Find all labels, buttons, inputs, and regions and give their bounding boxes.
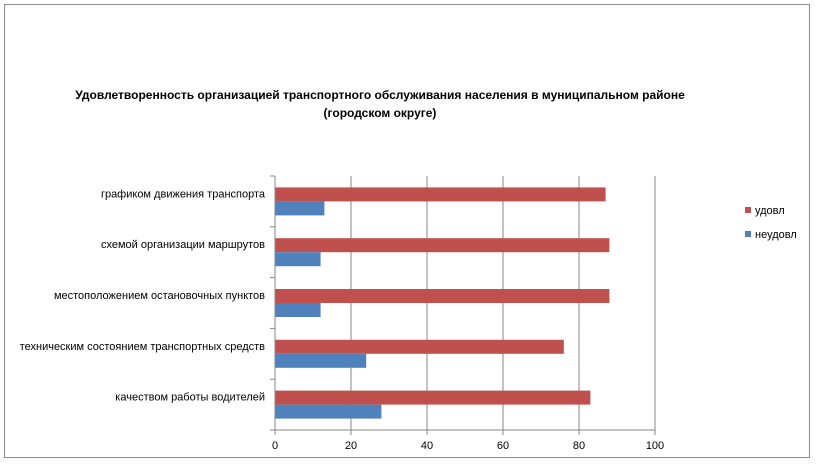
chart-title: Удовлетворенность организацией транспорт… — [75, 88, 685, 120]
legend: удовл неудовл — [745, 205, 797, 241]
bars — [275, 187, 610, 419]
category-label: схемой организации маршрутов — [101, 239, 265, 251]
category-labels: графиком движения транспорта схемой орган… — [20, 188, 266, 403]
bar-неудовл-1 — [275, 201, 325, 216]
bar-удовл-1 — [275, 187, 606, 202]
bar-неудовл-3 — [275, 303, 321, 317]
bar-удовл-4 — [275, 339, 564, 354]
category-label: местоположением остановочных пунктов — [54, 290, 265, 302]
bar-удовл-2 — [275, 238, 610, 253]
x-tick-label: 80 — [573, 440, 585, 452]
category-label: качеством работы водителей — [115, 392, 265, 404]
bar-неудовл-2 — [275, 252, 321, 267]
x-tick-label: 100 — [646, 440, 664, 452]
bar-неудовл-5 — [275, 404, 382, 419]
x-tick-label: 40 — [421, 440, 433, 452]
bar-неудовл-4 — [275, 353, 367, 368]
x-tick-label: 60 — [497, 440, 509, 452]
tick-labels: 0 20 40 60 80 100 — [272, 440, 664, 452]
x-tick-label: 20 — [345, 440, 357, 452]
legend-label: неудовл — [755, 229, 797, 241]
axes — [270, 175, 656, 435]
legend-swatch-удовл — [745, 207, 751, 213]
bar-удовл-3 — [275, 289, 610, 303]
x-tick-label: 0 — [272, 440, 278, 452]
chart-frame — [4, 4, 810, 458]
bar-удовл-5 — [275, 390, 591, 405]
category-label: графиком движения транспорта — [101, 188, 266, 200]
legend-label: удовл — [755, 205, 785, 217]
legend-swatch-неудовл — [745, 231, 751, 237]
category-label: техническим состоянием транспортных сред… — [20, 341, 265, 353]
